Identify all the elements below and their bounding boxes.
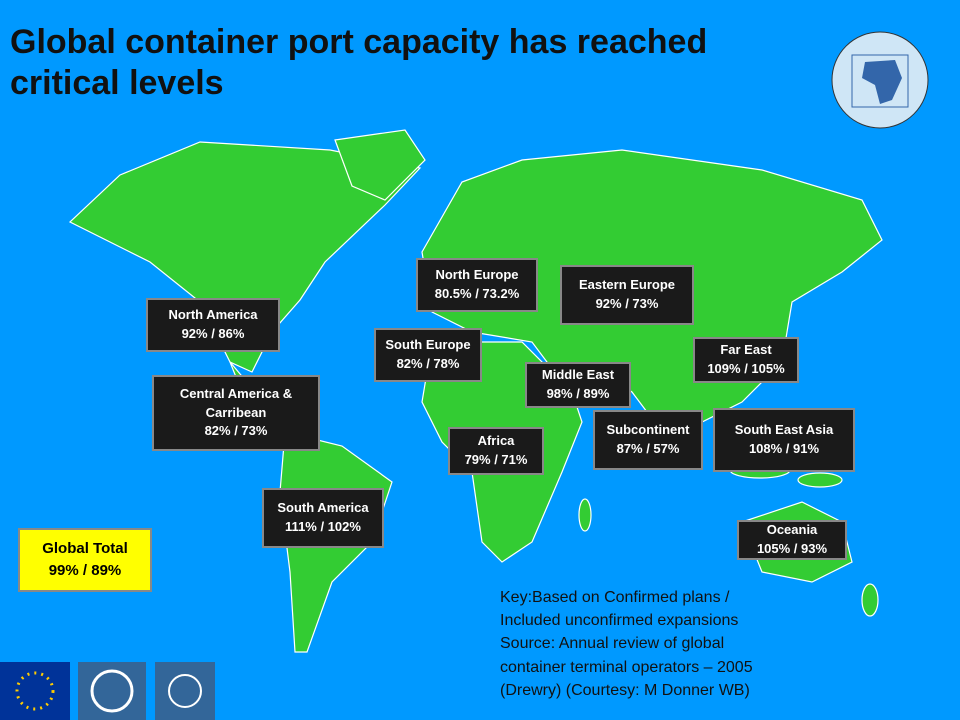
title: Global container port capacity has reach… [10, 22, 707, 104]
region-label-line: 87% / 57% [616, 441, 680, 456]
region-label-line: Global Total [42, 540, 128, 558]
region-label-line: Carribean [205, 404, 267, 420]
region-box: Eastern Europe 92% / 73% [560, 265, 694, 325]
key-line: container terminal operators – 2005 [500, 658, 753, 676]
region-label-line: Central America & [179, 385, 293, 401]
region-label-line: 98% / 89% [546, 386, 610, 401]
region-box: Subcontinent 87% / 57% [593, 410, 703, 470]
region-box: Central America & Carribean 82% / 73% [152, 375, 320, 451]
global-total-box: Global Total 99% / 89% [18, 528, 152, 592]
region-label-line: 111% / 102% [285, 519, 361, 534]
partner-logos [0, 662, 215, 720]
region-label-line: 82% / 78% [396, 356, 460, 371]
region-label-line: Subcontinent [606, 422, 690, 438]
region-label-line: 109% / 105% [707, 361, 785, 376]
key-line: Source: Annual review of global [500, 635, 725, 653]
region-label-line: North America [168, 307, 258, 323]
region-label-line: 80.5% / 73.2% [434, 286, 520, 301]
region-label-line: Far East [720, 342, 772, 358]
region-label-line: North Europe [435, 267, 519, 283]
region-box: Africa 79% / 71% [448, 427, 544, 475]
region-box: Oceania 105% / 93% [737, 520, 847, 560]
key-line: Included unconfirmed expansions [500, 612, 739, 630]
region-label-line: 105% / 93% [756, 541, 828, 556]
title-line: critical levels [10, 63, 224, 102]
region-box: North America 92% / 86% [146, 298, 280, 352]
region-label-line: South East Asia [734, 422, 834, 438]
region-box: Far East 109% / 105% [693, 337, 799, 383]
region-label-line: 92% / 86% [181, 326, 245, 341]
region-label-line: Middle East [541, 367, 615, 383]
region-box: South America 111% / 102% [262, 488, 384, 548]
region-box: South East Asia 108% / 91% [713, 408, 855, 472]
title-line: Global container port capacity has reach… [10, 23, 708, 61]
region-label-line: 99% / 89% [48, 562, 122, 579]
region-label-line: South America [277, 500, 369, 516]
region-label-line: 92% / 73% [595, 296, 659, 311]
region-box: North Europe 80.5% / 73.2% [416, 258, 538, 312]
region-box: Middle East 98% / 89% [525, 362, 631, 408]
key-line: (Drewry) (Courtesy: M Donner WB) [500, 681, 750, 699]
region-label-line: South Europe [385, 337, 471, 353]
region-label-line: Africa [477, 433, 515, 449]
region-box: South Europe 82% / 78% [374, 328, 482, 382]
region-label-line: 79% / 71% [464, 452, 528, 467]
key-note: Key:Based on Confirmed plans / Included u… [500, 586, 753, 702]
logo-circle [831, 31, 929, 129]
key-line: Key:Based on Confirmed plans / [500, 589, 730, 606]
region-label-line: Eastern Europe [578, 277, 676, 293]
region-label-line: Oceania [766, 522, 818, 538]
region-label-line: 82% / 73% [204, 423, 268, 439]
region-label-line: 108% / 91% [748, 441, 820, 456]
